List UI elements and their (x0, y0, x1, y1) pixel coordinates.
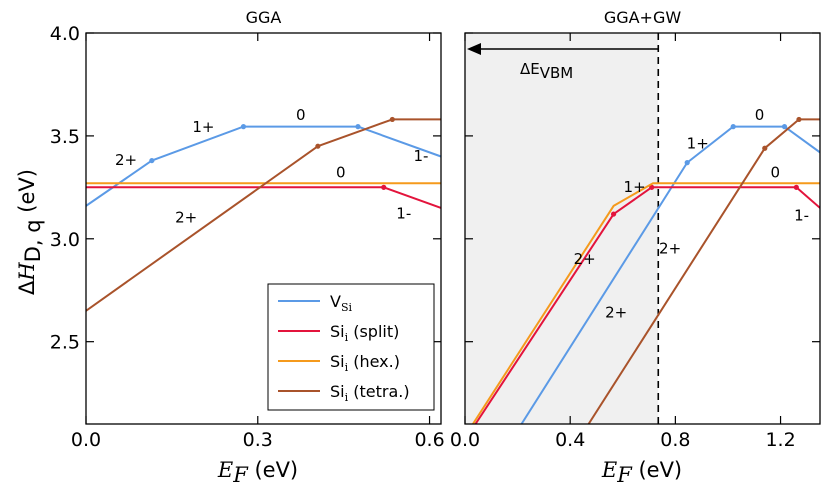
charge-state-label: 0 (771, 163, 781, 181)
charge-state-label: 0 (296, 106, 306, 124)
transition-point (381, 184, 387, 190)
charge-state-label: 0 (755, 106, 765, 124)
charge-state-label: 1- (396, 205, 411, 223)
charge-state-label: 1+ (192, 118, 214, 136)
x-tick-label: 0.0 (450, 429, 480, 451)
panel-title-right: GGA+GW (604, 8, 682, 27)
charge-state-label: 2+ (115, 151, 137, 169)
charge-state-label: 2+ (574, 250, 596, 268)
vbm-arrow-head (467, 43, 481, 55)
transition-point (149, 157, 155, 164)
charge-state-label: 2+ (659, 240, 681, 258)
x-axis-label-right: EF (eV) (601, 458, 682, 487)
panel-gga-gw: ΔEVBM 1+ 2+ 2+ 2+ 1+ 0 0 1- GGA+GW 0.0 0.4 0.8 1.2 (450, 8, 821, 451)
charge-state-label: 2+ (175, 209, 197, 227)
series-line-si-i-split- (86, 186, 441, 209)
x-tick-label: 0.6 (414, 429, 444, 451)
x-tick-label: 0.0 (71, 429, 101, 451)
y-tick-label: 3.5 (50, 126, 80, 148)
charge-state-label: 1- (413, 147, 428, 165)
charge-state-label: 1- (794, 207, 809, 225)
transition-point (240, 124, 247, 130)
series-line-v-si (86, 125, 441, 207)
plot-area-left (86, 116, 441, 312)
y-tick-label: 3.0 (50, 229, 80, 251)
transition-point (684, 160, 690, 166)
transition-point (355, 124, 361, 130)
legend-frame (267, 283, 435, 411)
panel-title-left: GGA (246, 8, 282, 27)
transition-point (610, 211, 617, 217)
charge-state-label: 2+ (605, 303, 627, 321)
plot-area-right (465, 33, 820, 424)
transition-point (781, 124, 788, 130)
transition-point (762, 145, 768, 151)
transition-point (389, 116, 395, 123)
charge-state-label: 1+ (687, 135, 709, 153)
transition-point (796, 116, 802, 123)
transition-point (793, 184, 799, 190)
vbm-arrow-label: ΔEVBM (520, 60, 573, 82)
shaded-region (465, 33, 659, 424)
x-tick-label: 0.8 (660, 429, 690, 451)
axes-frame-left (85, 32, 442, 425)
charge-state-label: 1+ (624, 178, 646, 196)
panel-gga: 2+ 1+ 0 1- 0 1- 2+ GGA 0.0 0.3 0.6 2.5 3.0 3.5 4.0 (50, 8, 445, 451)
x-tick-label: 0.3 (243, 429, 273, 451)
y-tick-label: 2.5 (50, 332, 80, 354)
legend-entry-label: Sii (split) (330, 322, 399, 344)
y-axis-label: ΔHD, q (eV) (15, 169, 45, 295)
transition-point (315, 143, 321, 149)
transition-point (730, 124, 736, 130)
series-line-si-i-tetra- (587, 118, 820, 424)
series-line-si-i-tetra- (86, 118, 441, 312)
legend-entry-label: VSi (330, 292, 352, 314)
charge-state-label: 0 (336, 163, 346, 181)
legend-entry-label: Sii (hex.) (330, 352, 400, 374)
legend-entry-label: Sii (tetra.) (330, 382, 410, 404)
x-tick-label: 1.2 (765, 429, 795, 451)
legend: VSi Sii (split) Sii (hex.) Sii (tetra.) (267, 283, 435, 411)
series-line-si-i-hex- (472, 182, 820, 424)
transition-point (649, 184, 655, 190)
y-tick-label: 4.0 (50, 23, 80, 45)
axes-frame-right (464, 32, 821, 425)
x-axis-label-left: EF (eV) (217, 458, 298, 487)
x-tick-label: 0.4 (555, 429, 585, 451)
